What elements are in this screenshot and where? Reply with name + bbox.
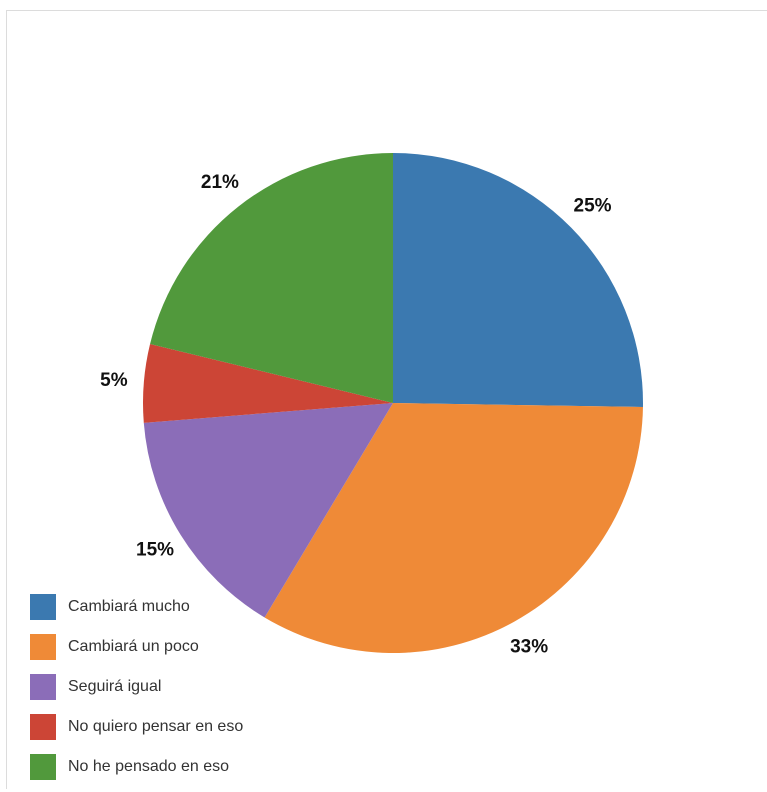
pie-slice-5 — [150, 153, 393, 403]
pie-value-label-1: 25% — [574, 196, 612, 217]
pie-value-label-4: 5% — [100, 370, 128, 391]
pie-value-label-3: 15% — [136, 540, 174, 561]
pie-value-label-5: 21% — [201, 172, 239, 193]
legend-swatch — [30, 713, 56, 740]
legend-swatch — [30, 593, 56, 620]
pie-slices — [143, 153, 643, 653]
pie-slice-1 — [393, 153, 643, 407]
legend-item-2: Cambiará un poco — [30, 632, 243, 661]
legend-label: Cambiará mucho — [68, 597, 190, 615]
pie-value-label-2: 33% — [510, 637, 548, 658]
chart-frame — [6, 10, 767, 789]
chart-legend: Cambiará mucho Cambiará un poco Seguirá ig… — [30, 592, 243, 792]
legend-label: Seguirá igual — [68, 677, 162, 695]
pie-value-labels: 25% 33% 15% 5% 21% — [100, 172, 612, 658]
legend-label: No he pensado en eso — [68, 757, 230, 775]
legend-item-1: Cambiará mucho — [30, 592, 243, 621]
legend-item-5: No he pensado en eso — [30, 752, 243, 781]
legend-item-4: No quiero pensar en eso — [30, 712, 243, 741]
legend-label: No quiero pensar en eso — [68, 717, 244, 735]
legend-label: Cambiará un poco — [68, 637, 199, 655]
legend-swatch — [30, 633, 56, 660]
legend-swatch — [30, 753, 56, 780]
pie-slice-2 — [264, 403, 643, 653]
pie-slice-4 — [143, 344, 393, 423]
legend-swatch — [30, 673, 56, 700]
legend-item-3: Seguirá igual — [30, 672, 243, 701]
pie-slice-3 — [143, 403, 393, 618]
